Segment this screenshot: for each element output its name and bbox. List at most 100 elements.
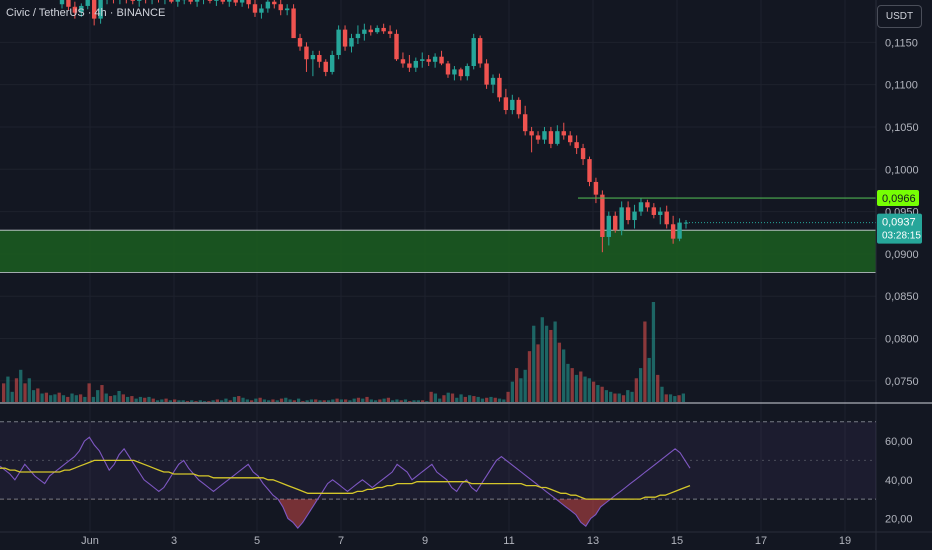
candle-body: [272, 1, 277, 5]
volume-bar: [249, 400, 254, 402]
volume-bar: [664, 394, 668, 402]
time-tick-label: 19: [839, 535, 851, 547]
volume-bar: [634, 378, 638, 402]
volume-bar: [147, 396, 151, 402]
price-tick-label: 0,0800: [885, 334, 919, 346]
volume-bar: [87, 383, 91, 402]
volume-bar: [288, 399, 292, 402]
candle-body: [220, 0, 226, 2]
candle-body: [98, 0, 103, 19]
volume-bar: [322, 400, 326, 402]
currency-button[interactable]: USDT: [877, 5, 922, 28]
candle-body: [465, 66, 470, 77]
volume-bar: [420, 400, 425, 402]
volume-bar: [143, 397, 147, 402]
volume-bar: [138, 396, 143, 402]
volume-bar: [258, 397, 262, 402]
volume-bar: [117, 390, 121, 402]
price-axis: [876, 0, 932, 550]
volume-bar: [130, 396, 134, 402]
candle-body: [445, 63, 451, 75]
volume-bar: [540, 317, 544, 402]
volume-bar: [262, 399, 267, 402]
volume-bar: [100, 385, 104, 402]
volume-bar: [271, 399, 275, 402]
candle-body: [632, 211, 637, 221]
volume-bar: [621, 395, 626, 402]
volume-bar: [83, 396, 87, 402]
candle-body: [651, 207, 657, 215]
candle-body: [304, 46, 309, 60]
volume-bar: [292, 400, 296, 402]
volume-bar: [574, 374, 579, 402]
volume-bar: [326, 400, 331, 402]
volume-bar: [467, 395, 472, 402]
time-tick-label: Jun: [81, 535, 99, 547]
volume-bar: [125, 396, 130, 402]
price-tick-label: 0,0750: [885, 376, 919, 388]
volume-bar: [198, 400, 202, 402]
volume-bar: [395, 399, 399, 402]
volume-bar: [681, 393, 685, 402]
volume-bar: [643, 321, 647, 402]
volume-bar: [442, 395, 446, 402]
resistance-price-label: 0,0966: [882, 193, 916, 205]
volume-bar: [403, 399, 408, 402]
volume-bar: [446, 392, 450, 402]
volume-bar: [579, 371, 583, 402]
volume-bar: [185, 401, 190, 402]
candle-body: [471, 38, 476, 67]
price-tick-label: 0,0900: [885, 249, 919, 261]
volume-bar: [463, 396, 467, 402]
volume-bar: [40, 393, 44, 402]
price-tick-label: 0,1000: [885, 164, 919, 176]
time-tick-label: 3: [171, 535, 177, 547]
volume-bar: [604, 390, 609, 402]
volume-bar: [61, 395, 66, 402]
volume-bar: [57, 392, 61, 402]
price-tick-label: 0,1050: [885, 122, 919, 134]
volume-bar: [438, 398, 442, 402]
volume-bar: [36, 388, 40, 402]
volume-bar: [168, 400, 172, 402]
volume-bar: [245, 399, 249, 402]
volume-bar: [630, 391, 634, 402]
candle-body: [194, 0, 200, 2]
rsi-ma-line: [0, 459, 691, 500]
volume-bar: [570, 368, 574, 402]
candle-body: [368, 29, 373, 33]
candle-body: [355, 33, 361, 39]
candle-body: [625, 207, 631, 221]
volume-bar: [173, 399, 177, 402]
volume-bar: [177, 400, 181, 402]
candle-body: [484, 63, 489, 85]
candle-body: [284, 8, 290, 11]
candle-body: [207, 0, 213, 1]
volume-bar: [433, 393, 438, 402]
volume-bar: [108, 396, 113, 402]
volume-bar: [10, 391, 14, 402]
volume-bar: [31, 390, 36, 402]
candle-body: [239, 0, 245, 3]
volume-bar: [121, 394, 125, 402]
volume-bar: [673, 396, 677, 402]
volume-bar: [489, 396, 493, 402]
volume-bar: [515, 368, 519, 402]
price-tick-label: 0,1100: [885, 80, 918, 92]
volume-bar: [296, 398, 301, 402]
volume-bar: [677, 395, 681, 402]
candle-body: [72, 6, 78, 13]
candle-body: [568, 135, 573, 143]
candle-body: [246, 0, 251, 5]
volume-bar: [305, 400, 309, 402]
candle-body: [677, 222, 682, 239]
candle-body: [323, 61, 328, 72]
candle-body: [542, 131, 547, 140]
volume-bar: [544, 325, 549, 402]
volume-bar: [506, 391, 510, 402]
volume-bars: [2, 302, 685, 402]
volume-bar: [416, 400, 420, 402]
volume-bar: [382, 398, 386, 402]
price-tick-label: 0,1150: [885, 37, 918, 49]
